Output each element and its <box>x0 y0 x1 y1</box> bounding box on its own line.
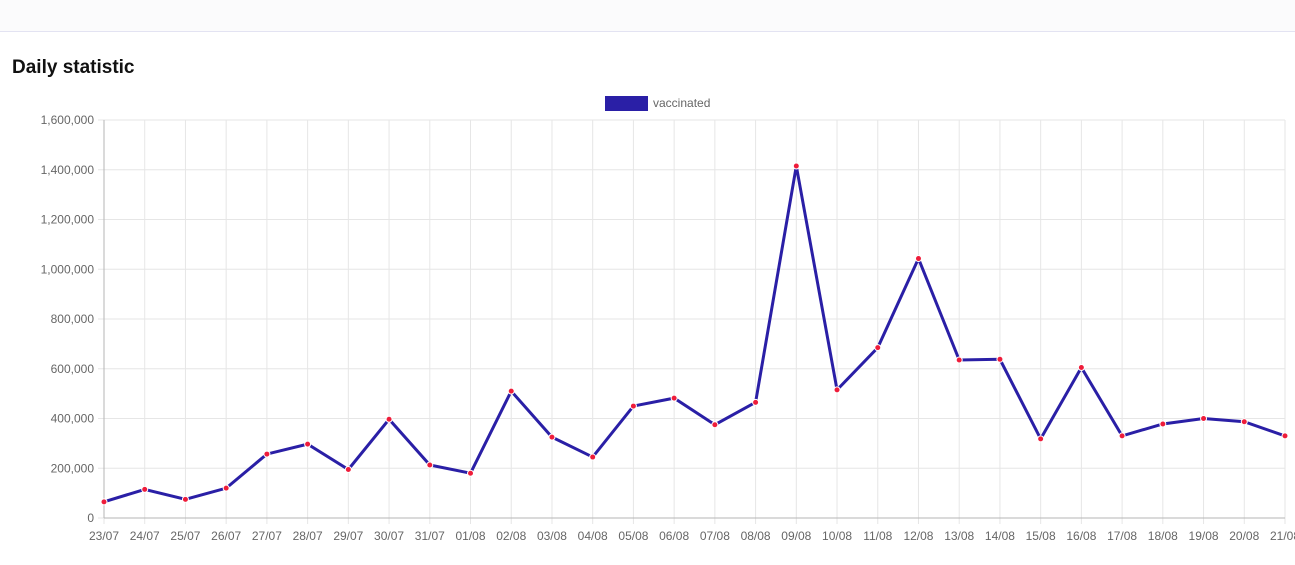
data-point[interactable] <box>100 498 108 506</box>
x-tick-label: 12/08 <box>903 529 933 543</box>
data-point[interactable] <box>833 386 841 394</box>
y-tick-label: 600,000 <box>51 362 95 376</box>
y-tick-label: 200,000 <box>51 461 95 475</box>
data-point[interactable] <box>996 355 1004 363</box>
x-tick-label: 05/08 <box>618 529 648 543</box>
x-tick-label: 04/08 <box>578 529 608 543</box>
x-tick-label: 28/07 <box>293 529 323 543</box>
x-tick-label: 23/07 <box>89 529 119 543</box>
legend-swatch <box>605 96 648 111</box>
top-navigation-bar <box>0 0 1295 32</box>
x-tick-label: 24/07 <box>130 529 160 543</box>
data-point[interactable] <box>1240 418 1248 426</box>
y-tick-label: 400,000 <box>51 412 95 426</box>
data-point[interactable] <box>263 450 271 458</box>
section-title: Daily statistic <box>12 57 135 78</box>
data-point[interactable] <box>1118 432 1126 440</box>
y-axis-tick-labels: 0 200,000 400,000 600,000 800,000 1,000,000 1,… <box>41 113 95 525</box>
data-point[interactable] <box>548 433 556 441</box>
y-tick-label: 1,200,000 <box>41 213 95 227</box>
data-point[interactable] <box>1077 364 1085 372</box>
data-point[interactable] <box>955 356 963 364</box>
y-tick-label: 1,000,000 <box>41 262 95 276</box>
data-point[interactable] <box>752 398 760 406</box>
series-points <box>100 162 1289 506</box>
x-tick-label: 31/07 <box>415 529 445 543</box>
chart-legend[interactable]: vaccinated <box>605 96 710 111</box>
x-tick-label: 09/08 <box>781 529 811 543</box>
x-tick-label: 01/08 <box>456 529 486 543</box>
data-point[interactable] <box>1200 415 1208 422</box>
x-tick-label: 11/08 <box>863 529 892 543</box>
x-tick-label: 15/08 <box>1026 529 1056 543</box>
x-tick-label: 13/08 <box>944 529 974 543</box>
x-tick-label: 17/08 <box>1107 529 1137 543</box>
x-tick-label: 27/07 <box>252 529 282 543</box>
x-tick-label: 14/08 <box>985 529 1015 543</box>
data-point[interactable] <box>304 440 312 448</box>
legend-label: vaccinated <box>653 96 710 110</box>
data-point[interactable] <box>1159 420 1167 428</box>
data-point[interactable] <box>914 255 922 263</box>
x-tick-label: 30/07 <box>374 529 404 543</box>
x-tick-label: 10/08 <box>822 529 852 543</box>
x-tick-label: 29/07 <box>333 529 363 543</box>
data-point[interactable] <box>385 415 393 423</box>
y-tick-label: 1,600,000 <box>41 113 95 127</box>
data-point[interactable] <box>507 387 515 395</box>
data-point[interactable] <box>344 465 352 473</box>
x-tick-label: 20/08 <box>1229 529 1259 543</box>
data-point[interactable] <box>589 453 597 461</box>
x-tick-label: 02/08 <box>496 529 526 543</box>
x-tick-label: 25/07 <box>170 529 200 543</box>
series-vaccinated <box>103 165 1286 504</box>
line-chart: 0 200,000 400,000 600,000 800,000 1,000,000 1,… <box>41 96 1295 543</box>
x-tick-label: 18/08 <box>1148 529 1178 543</box>
x-tick-label: 07/08 <box>700 529 730 543</box>
x-tick-label: 26/07 <box>211 529 241 543</box>
series-line <box>103 165 1286 504</box>
data-point[interactable] <box>711 421 719 429</box>
y-tick-label: 1,400,000 <box>41 163 95 177</box>
x-tick-label: 03/08 <box>537 529 567 543</box>
y-tick-label: 800,000 <box>51 312 95 326</box>
data-point[interactable] <box>426 461 434 469</box>
data-point[interactable] <box>467 469 475 477</box>
x-tick-label: 16/08 <box>1066 529 1096 543</box>
data-point[interactable] <box>792 162 800 170</box>
x-tick-label: 08/08 <box>741 529 771 543</box>
x-axis-tick-labels: 23/07 24/07 25/07 26/07 27/07 28/07 29/07 30/07… <box>89 529 1295 543</box>
data-point[interactable] <box>874 344 882 352</box>
x-tick-label: 19/08 <box>1189 529 1219 543</box>
y-tick-label: 0 <box>87 511 94 525</box>
data-point[interactable] <box>141 485 149 493</box>
data-point[interactable] <box>222 484 230 492</box>
data-point[interactable] <box>1037 435 1045 443</box>
x-tick-label: 21/08 <box>1270 529 1295 543</box>
data-point[interactable] <box>1281 432 1289 440</box>
chart-axes <box>103 120 1285 519</box>
chart-grid <box>98 119 1286 524</box>
x-tick-label: 06/08 <box>659 529 689 543</box>
data-point[interactable] <box>181 495 189 503</box>
data-point[interactable] <box>629 402 637 410</box>
data-point[interactable] <box>670 394 678 402</box>
